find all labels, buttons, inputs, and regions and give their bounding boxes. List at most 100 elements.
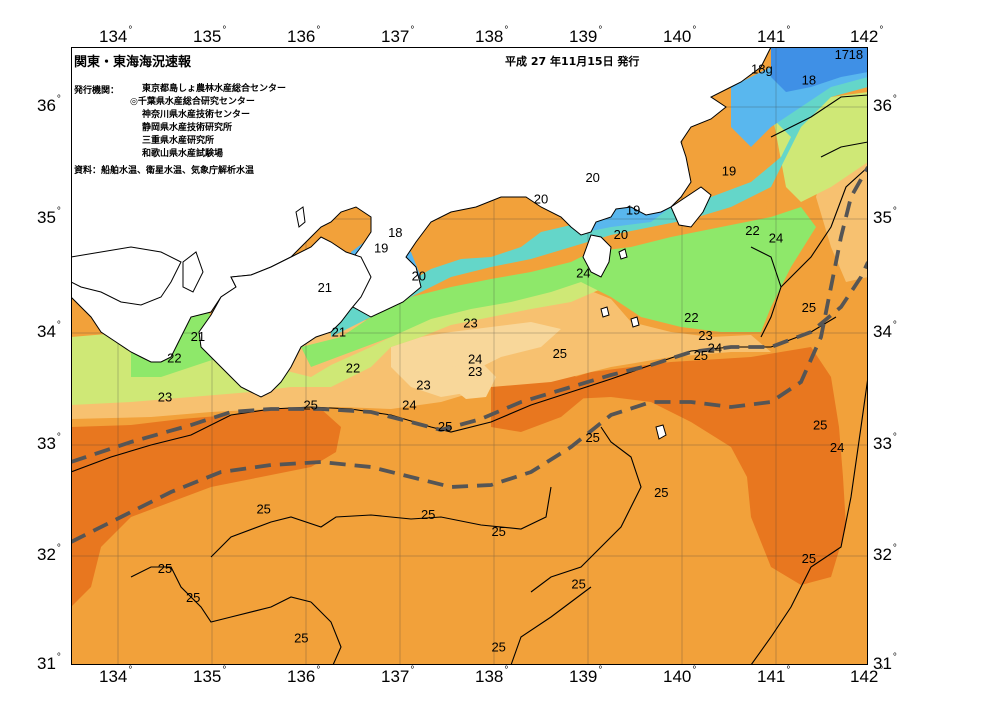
lon-label-top-142: 142° [850,25,884,46]
isotherm-25-bottom [510,586,592,665]
issuer-chiba: ◎千葉県水産総合研究センター [130,97,255,107]
isotherm-label-25: 25 [491,524,505,539]
land-honshu [71,47,868,363]
isotherm-label-21: 21 [332,325,346,340]
isotherm-label-23: 23 [463,316,477,331]
isotherm-label-21: 21 [191,329,205,344]
data-source: 資料：船舶水温、衛星水温、気象庁解析水温 [74,166,255,176]
issuer-list: 東京都島しょ農林水産総合センター ◎千葉県水産総合研究センター 神奈川県水産技術… [130,83,286,161]
land-islet-2 [295,206,306,228]
sst-zone-17-18 [771,47,868,92]
kuroshio-axis-south [71,166,868,544]
isotherm-label-19: 19 [722,163,736,178]
lat-label-left-33: 33° [37,432,61,453]
isotherm-label-25: 25 [802,551,816,566]
lon-label-bottom-142: 142° [850,665,884,686]
isotherm-label-24: 24 [576,265,590,280]
land-hachijojima [655,424,667,440]
isotherm-label-25: 25 [186,590,200,605]
issuer-kanagawa: 神奈川県水産技術センター [142,110,251,120]
isotherm-label-25: 25 [158,561,172,576]
isotherm-label-25: 25 [294,630,308,645]
isotherm-label-24: 24 [769,231,783,246]
isotherm-label-20: 20 [585,170,599,185]
lon-label-top-139: 139° [569,25,603,46]
sst-zone-22-23-b [451,362,496,399]
isotherms [71,94,868,665]
isotherm-25-central [530,426,642,593]
sst-zone-22-23-a [391,322,561,397]
lon-label-bottom-140: 140° [663,665,697,686]
sst-zone-21-22 [71,279,601,405]
lon-label-top-135: 135° [193,25,227,46]
lat-label-right-35: 35° [873,206,897,227]
lon-label-bottom-134: 134° [99,665,133,686]
land-izu [582,234,612,278]
isotherm-label-22: 22 [346,361,360,376]
isotherm-label-18: 18 [802,73,816,88]
lon-label-bottom-138: 138° [475,665,509,686]
isotherm-label-20: 20 [614,227,628,242]
land-awaji [182,251,204,293]
issue-date: 平成 27 年11月15日 発行 [505,55,640,68]
lat-label-left-32: 32° [37,543,61,564]
isotherm-label-24: 24 [402,397,416,412]
isotherm-label-23: 23 [468,364,482,379]
sst-zone-25-plus-west [71,407,341,607]
lat-label-right-31: 31° [873,652,897,673]
isotherm-label-22: 22 [684,310,698,325]
lon-label-top-137: 137° [381,25,415,46]
lon-label-bottom-136: 136° [287,665,321,686]
isotherm-label-18g: 18g [751,61,773,76]
kuroshio-axis-north [71,261,868,464]
lat-label-right-32: 32° [873,543,897,564]
lat-label-left-35: 35° [37,206,61,227]
map-canvas: 17 18 18g 18 19 20 20 19 18 19 20 22 24 20 24 21 25 22 23 2… [71,47,868,665]
isotherm-label-17: 17 [835,47,849,62]
isotherm-25-south [310,601,342,665]
isotherm-label-19: 19 [626,203,640,218]
land-islet-1 [600,306,610,318]
lon-label-top-136: 136° [287,25,321,46]
isotherm-label-21: 21 [318,280,332,295]
isotherm-label-19: 19 [374,241,388,256]
isotherm-label-25: 25 [553,346,567,361]
lon-label-bottom-135: 135° [193,665,227,686]
isotherm-label-25: 25 [571,577,585,592]
sst-zone-25-plus-east [526,347,846,585]
isotherm-24 [780,166,868,288]
land-miyakejima [630,316,640,328]
isotherm-label-25: 25 [585,430,599,445]
land-kii-peninsula [198,236,372,398]
isotherm-label-24: 24 [468,352,482,367]
isotherm-label-22: 22 [745,223,759,238]
kuroshio-axes [71,166,868,544]
isotherm-25-southwest [130,566,312,623]
lat-label-right-34: 34° [873,320,897,341]
lat-label-right-33: 33° [873,432,897,453]
isotherm-label-23: 23 [698,328,712,343]
lon-label-bottom-139: 139° [569,665,603,686]
lon-label-top-141: 141° [757,25,791,46]
isotherm-label-25: 25 [438,419,452,434]
isotherm-25-north [71,316,837,473]
lat-label-left-31: 31° [37,652,61,673]
isotherm-label-25: 25 [491,639,505,654]
isotherm-18 [820,141,868,158]
lat-label-left-34: 34° [37,320,61,341]
isotherm-25-west [210,486,552,558]
map-title: 関東・東海海況速報 [74,55,192,70]
isotherm-19 [770,94,868,138]
isotherm-label-24: 24 [708,340,722,355]
isotherm-label-23: 23 [158,390,172,405]
land-shikoku [71,246,182,306]
isotherm-label-22: 22 [167,350,181,365]
isotherm-label-25: 25 [813,418,827,433]
isotherm-label-25: 25 [303,397,317,412]
isotherm-label-25: 25 [694,348,708,363]
lon-label-top-138: 138° [475,25,509,46]
lon-label-bottom-141: 141° [757,665,791,686]
